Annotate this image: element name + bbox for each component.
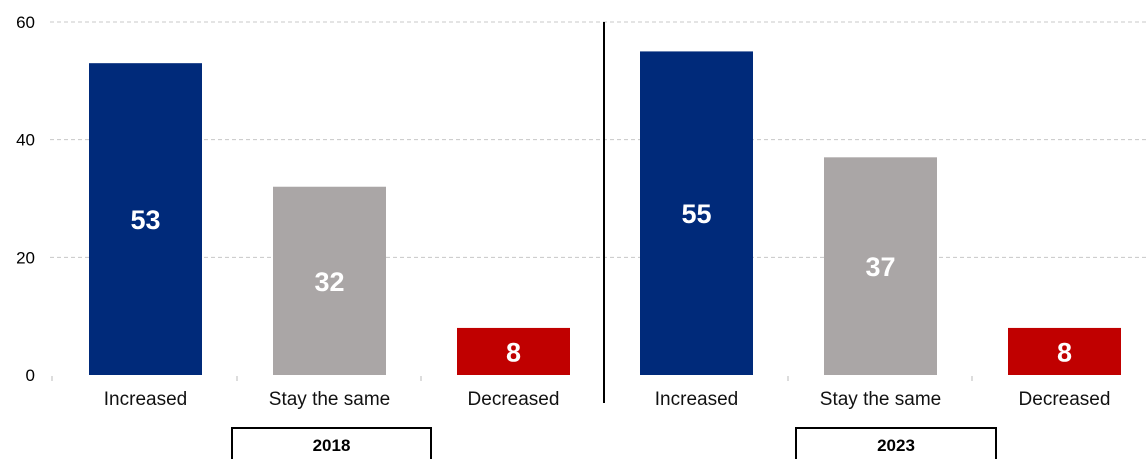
category-label: Increased <box>104 389 187 410</box>
bars: 53 32 8 55 37 8 <box>89 51 1121 376</box>
year-label-box <box>231 427 432 459</box>
y-axis-ticks: 0 20 40 60 <box>16 13 35 385</box>
bar-2018-decreased <box>457 327 570 375</box>
y-tick-label: 60 <box>16 13 35 32</box>
category-label: Stay the same <box>820 389 941 410</box>
data-label: 55 <box>681 199 711 229</box>
category-label: Decreased <box>1019 389 1111 410</box>
category-label: Decreased <box>468 389 560 410</box>
bar-2023-stay-the-same <box>824 157 937 375</box>
y-tick-label: 40 <box>16 131 35 150</box>
data-label: 8 <box>1057 337 1072 367</box>
category-labels: Increased Stay the same Decreased Increased… <box>104 389 1111 410</box>
category-label: Increased <box>655 389 738 410</box>
data-label: 8 <box>506 337 521 367</box>
year-labels: 2018 2023 <box>231 427 997 459</box>
bar-2018-stay-the-same <box>273 186 386 375</box>
bar-2023-increased <box>640 51 753 376</box>
data-label: 53 <box>130 205 160 235</box>
bar-2023-decreased <box>1008 327 1121 375</box>
bar-2018-increased <box>89 63 202 375</box>
y-tick-label: 20 <box>16 248 35 267</box>
year-label-box <box>795 427 997 459</box>
category-label: Stay the same <box>269 389 390 410</box>
data-label: 32 <box>314 267 344 297</box>
year-label: 2023 <box>877 436 915 455</box>
year-label: 2018 <box>313 436 351 455</box>
y-tick-label: 0 <box>26 366 35 385</box>
data-label: 37 <box>865 252 895 282</box>
gridlines <box>50 21 1146 381</box>
